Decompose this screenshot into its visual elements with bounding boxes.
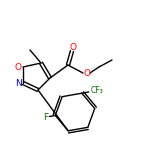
Text: F: F	[43, 113, 48, 122]
Text: O: O	[69, 43, 76, 52]
Text: O: O	[83, 69, 90, 78]
Text: N: N	[15, 78, 21, 88]
Text: O: O	[14, 62, 21, 71]
Text: CF₃: CF₃	[90, 86, 103, 95]
